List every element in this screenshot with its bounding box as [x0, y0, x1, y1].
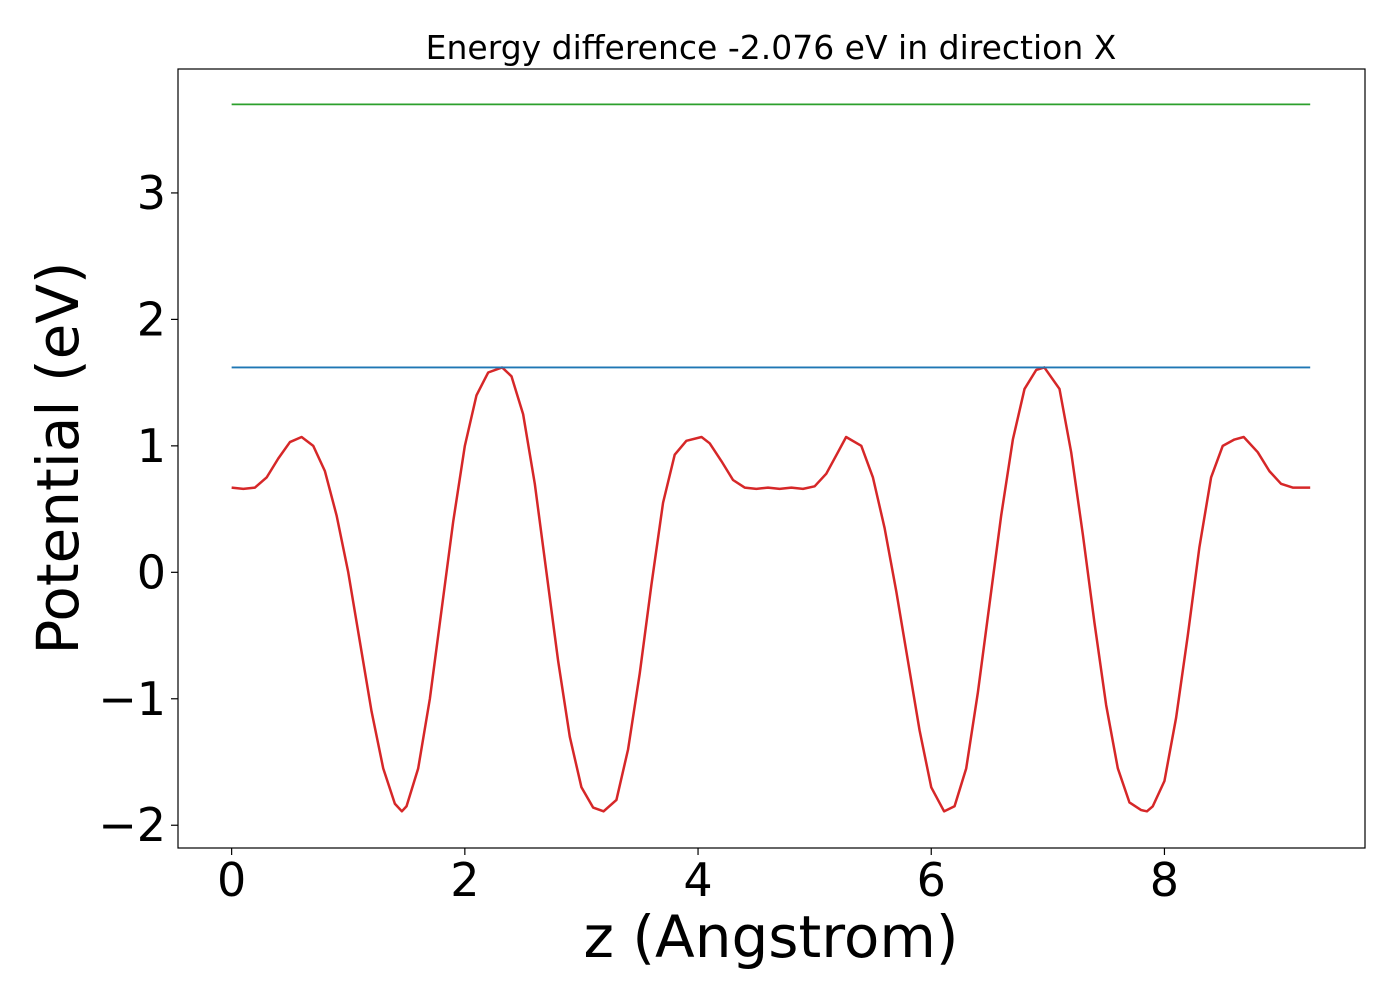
- series-layer: [231, 103, 1311, 813]
- plot-area-frame: [177, 68, 1366, 849]
- x-axis-ticks: 0 2 4 6 8: [217, 848, 1179, 907]
- y-tick-label: 2: [137, 292, 166, 346]
- y-tick-label: −1: [98, 672, 166, 726]
- x-tick-label: 8: [1150, 853, 1179, 907]
- series-line-1: [231, 366, 1311, 813]
- chart-title: Energy difference -2.076 eV in direction…: [426, 28, 1117, 67]
- x-tick-label: 6: [917, 853, 946, 907]
- y-tick-label: 1: [137, 419, 166, 473]
- y-axis-label: Potential (eV): [24, 261, 92, 654]
- y-tick-label: 0: [137, 545, 166, 599]
- y-tick-label: 3: [137, 166, 166, 220]
- x-tick-label: 0: [217, 853, 246, 907]
- y-tick-label: −2: [98, 798, 166, 852]
- x-tick-label: 4: [683, 853, 712, 907]
- x-axis-label: z (Angstrom): [584, 903, 959, 971]
- x-tick-label: 2: [450, 853, 479, 907]
- y-axis-ticks: −2 −1 0 1 2 3: [98, 166, 178, 852]
